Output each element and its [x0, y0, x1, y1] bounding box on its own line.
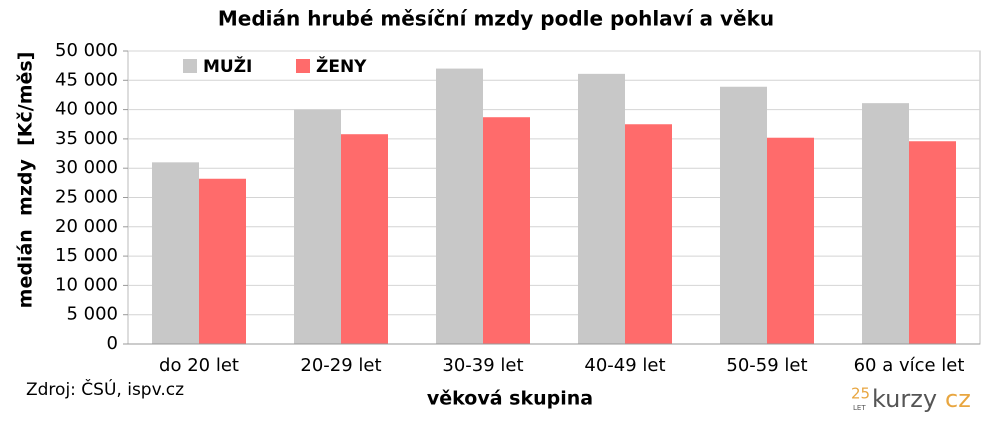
bar [862, 103, 909, 345]
y-tick-label: 35 000 [55, 128, 118, 149]
bar [152, 162, 199, 344]
y-tick-label: 50 000 [55, 40, 118, 61]
logo-years-label: LET [853, 404, 866, 412]
bar [720, 86, 767, 344]
x-tick-label: 30-39 let [442, 355, 523, 376]
logo-years: 25 [851, 385, 870, 403]
y-tick-label: 15 000 [55, 245, 118, 266]
bar [483, 117, 530, 344]
y-tick-label: 45 000 [55, 69, 118, 90]
bar [199, 178, 246, 344]
bar [767, 137, 814, 344]
x-tick-label: 50-59 let [726, 355, 807, 376]
x-tick-label: 40-49 let [584, 355, 665, 376]
bar [341, 134, 388, 344]
logo: 25 LET kurzy cz [851, 385, 971, 414]
legend-label: MUŽI [203, 55, 252, 77]
y-tick-label: 25 000 [55, 187, 118, 208]
y-axis-label: medián mzdy [Kč/měs] [15, 52, 37, 309]
legend-swatch [296, 59, 310, 73]
legend-swatch [183, 59, 197, 73]
x-tick-label: 60 a více let [854, 355, 965, 376]
bar [578, 73, 625, 344]
x-axis-label: věková skupina [427, 388, 593, 410]
y-tick-label: 10 000 [55, 274, 118, 295]
source-note: Zdroj: ČSÚ, ispv.cz [26, 378, 184, 400]
x-tick-label: 20-29 let [300, 355, 381, 376]
bar [625, 124, 672, 344]
y-tick-label: 20 000 [55, 216, 118, 237]
logo-name: kurzy [872, 385, 937, 413]
bar [436, 68, 483, 344]
y-tick-label: 0 [107, 333, 118, 354]
legend-label: ŽENY [316, 55, 367, 77]
logo-suffix: cz [945, 385, 971, 413]
chart-title: Medián hrubé měsíční mzdy podle pohlaví … [218, 7, 774, 31]
y-tick-label: 40 000 [55, 99, 118, 120]
y-tick-label: 30 000 [55, 157, 118, 178]
y-tick-label: 5 000 [66, 304, 118, 325]
bar [909, 141, 956, 344]
bar [294, 109, 341, 344]
x-tick-label: do 20 let [159, 355, 239, 376]
